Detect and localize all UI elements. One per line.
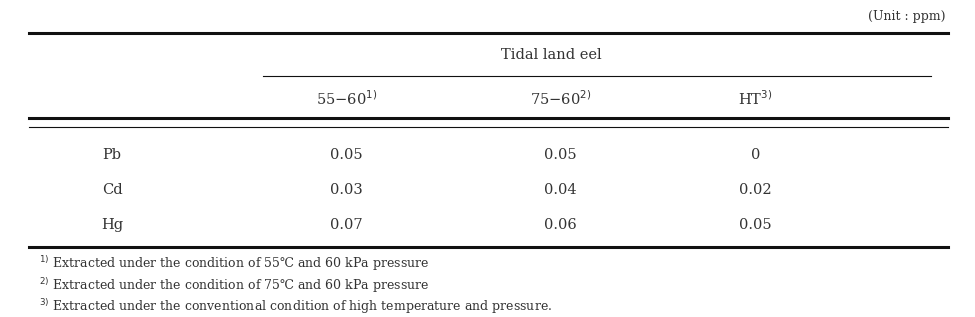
Text: 0.06: 0.06 (544, 218, 577, 232)
Text: 0.07: 0.07 (330, 218, 363, 232)
Text: Cd: Cd (101, 183, 123, 197)
Text: $^{2)}$ Extracted under the condition of 75℃ and 60 kPa pressure: $^{2)}$ Extracted under the condition of… (39, 276, 429, 295)
Text: $^{1)}$ Extracted under the condition of 55℃ and 60 kPa pressure: $^{1)}$ Extracted under the condition of… (39, 254, 429, 273)
Text: Hg: Hg (101, 218, 123, 232)
Text: 0.04: 0.04 (544, 183, 577, 197)
Text: Pb: Pb (102, 148, 122, 162)
Text: 0.05: 0.05 (330, 148, 363, 162)
Text: HT$^{3)}$: HT$^{3)}$ (738, 89, 773, 107)
Text: 75−60$^{2)}$: 75−60$^{2)}$ (530, 89, 591, 107)
Text: 0: 0 (751, 148, 760, 162)
Text: Tidal land eel: Tidal land eel (500, 49, 602, 62)
Text: 55−60$^{1)}$: 55−60$^{1)}$ (316, 89, 376, 107)
Text: 0.02: 0.02 (739, 183, 772, 197)
Text: $^{3)}$ Extracted under the conventional condition of high temperature and press: $^{3)}$ Extracted under the conventional… (39, 297, 552, 316)
Text: 0.05: 0.05 (739, 218, 772, 232)
Text: (Unit : ppm): (Unit : ppm) (869, 10, 946, 23)
Text: 0.03: 0.03 (330, 183, 363, 197)
Text: 0.05: 0.05 (544, 148, 577, 162)
